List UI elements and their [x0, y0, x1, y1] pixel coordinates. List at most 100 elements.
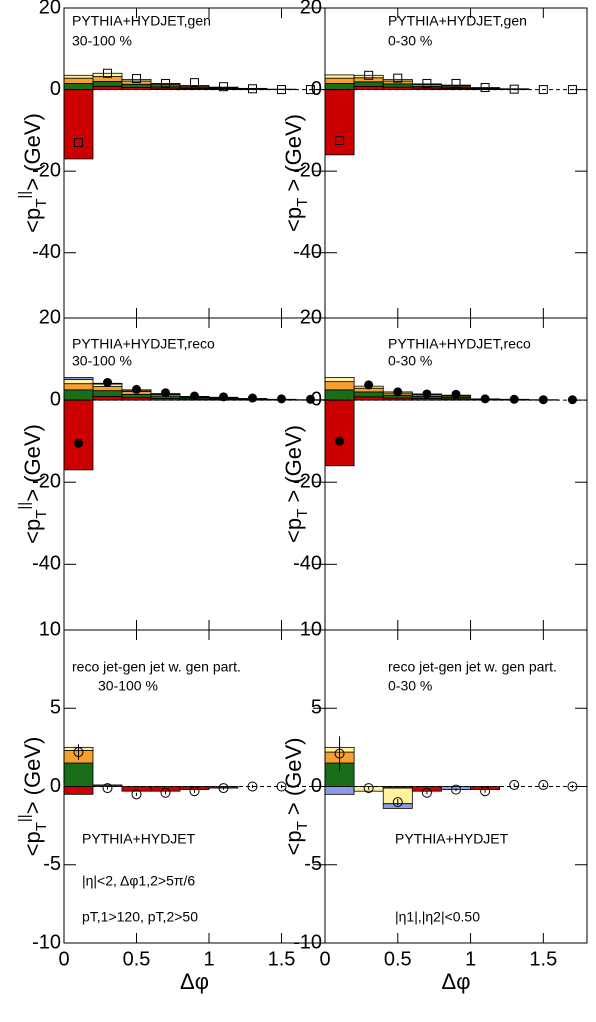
marker — [190, 78, 199, 88]
y-axis-label-part: || — [16, 502, 33, 510]
marker — [364, 380, 374, 390]
y-axis-label: <pT > (GeV) — [281, 737, 312, 855]
histogram-segment — [324, 377, 355, 383]
histogram-segment — [324, 389, 355, 401]
histogram-segment — [92, 81, 123, 87]
marker — [132, 74, 141, 84]
y-axis-label-part: <p — [20, 208, 45, 233]
y-tick-label: 20 — [39, 0, 61, 18]
y-tick-label: -40 — [293, 553, 322, 575]
x-tick-label: 0.5 — [123, 948, 151, 970]
marker — [393, 73, 403, 83]
marker — [451, 784, 461, 795]
marker — [74, 438, 83, 448]
y-axis-label-part: <p — [281, 518, 306, 543]
x-tick-label: 0 — [319, 948, 330, 970]
histogram-segment — [353, 81, 384, 87]
marker — [73, 747, 84, 758]
y-axis-label-part: || — [16, 814, 33, 822]
marker — [248, 393, 257, 403]
histogram-segment — [63, 762, 94, 787]
marker — [480, 83, 490, 93]
marker — [132, 384, 141, 394]
annotation: |η|<2, Δφ1,2>5π/6 — [82, 873, 195, 889]
y-axis-label-part: T — [294, 198, 311, 207]
annotation: pT,1>120, pT,2>50 — [82, 909, 198, 925]
marker — [277, 394, 286, 404]
histogram-segment — [353, 74, 384, 79]
y-tick-label: 0 — [311, 388, 322, 410]
marker — [190, 391, 199, 401]
histogram-segment — [150, 83, 181, 85]
y-axis-label: <pT||> (GeV) — [16, 113, 50, 233]
histogram-segment — [411, 83, 442, 86]
annotation: PYTHIA+HYDJET — [82, 831, 196, 847]
y-tick-label: -5 — [304, 853, 322, 875]
marker — [422, 389, 432, 399]
annotation: 0-30 % — [388, 353, 432, 369]
y-tick-label: 0 — [50, 775, 61, 797]
annotation: 30-100 % — [98, 678, 158, 694]
histogram-segment — [121, 78, 152, 82]
y-axis-label-part: > (GeV) — [281, 425, 306, 509]
marker — [538, 85, 548, 95]
y-tick-label: -40 — [32, 241, 61, 263]
x-axis-label: Δφ — [442, 969, 471, 994]
marker — [335, 436, 345, 446]
marker — [393, 387, 403, 397]
panel: -10 -5 0 5 10 0 0.5 1 1.5 reco jet-gen jet w. gen… — [281, 618, 588, 994]
y-axis-label-part: T — [294, 821, 311, 830]
marker — [334, 748, 345, 759]
histogram-segment — [121, 786, 152, 792]
marker — [219, 82, 228, 92]
marker — [480, 394, 490, 404]
annotation: 30-100 % — [72, 353, 132, 369]
x-tick-label: 0 — [58, 948, 69, 970]
marker — [363, 783, 374, 794]
marker — [161, 78, 170, 88]
annotation: reco jet-gen jet w. gen part. — [388, 659, 557, 675]
marker — [276, 781, 287, 792]
histogram-segment — [63, 74, 94, 79]
marker — [74, 138, 83, 148]
marker — [160, 787, 171, 798]
marker — [451, 78, 461, 88]
histogram-segment — [63, 77, 94, 84]
marker — [538, 779, 549, 790]
y-axis-label: <pT||> (GeV) — [16, 737, 50, 857]
y-axis-label-part: > (GeV) — [281, 737, 306, 821]
y-axis-label: <pT||> (GeV) — [16, 424, 50, 544]
histogram-segment — [324, 399, 355, 467]
annotation: PYTHIA+HYDJET,gen — [72, 13, 211, 29]
y-tick-label: -20 — [293, 470, 322, 492]
y-axis-label-part: <p — [281, 830, 306, 855]
marker — [422, 78, 432, 88]
y-tick-label: 0 — [311, 78, 322, 100]
frame — [324, 317, 588, 631]
annotation: 30-100 % — [72, 33, 132, 49]
y-tick-label: -40 — [32, 553, 61, 575]
histogram-segment — [382, 83, 413, 88]
marker — [161, 388, 170, 398]
marker — [509, 779, 520, 790]
annotation: PYTHIA+HYDJET — [395, 831, 509, 847]
y-tick-label: -20 — [32, 159, 61, 181]
histogram-segment — [441, 84, 471, 87]
histogram-segment — [63, 383, 94, 391]
marker — [131, 789, 142, 800]
marker — [103, 377, 112, 387]
marker — [509, 394, 519, 404]
y-tick-label: 10 — [300, 618, 322, 640]
y-axis-label-part: || — [16, 191, 33, 199]
histogram-segment — [63, 379, 94, 385]
histogram-segment — [121, 83, 152, 88]
marker — [102, 783, 113, 794]
y-axis-label-part: > (GeV) — [20, 737, 45, 815]
y-tick-label: 0 — [311, 775, 322, 797]
histogram-segment — [324, 89, 355, 156]
histogram-segment — [63, 786, 94, 795]
y-axis-label-part: > (GeV) — [20, 113, 45, 191]
